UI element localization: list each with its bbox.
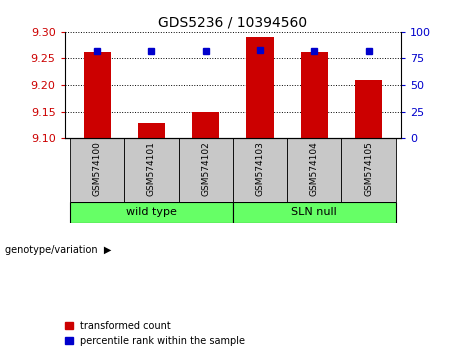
Bar xyxy=(246,37,273,138)
Bar xyxy=(138,123,165,138)
Legend: transformed count, percentile rank within the sample: transformed count, percentile rank withi… xyxy=(65,321,245,346)
Bar xyxy=(233,138,287,202)
Bar xyxy=(341,138,396,202)
Bar xyxy=(355,80,382,138)
Bar xyxy=(70,138,124,202)
Text: GSM574105: GSM574105 xyxy=(364,141,373,196)
Bar xyxy=(83,52,111,138)
Bar xyxy=(70,202,233,223)
Text: GSM574101: GSM574101 xyxy=(147,141,156,196)
Bar xyxy=(192,112,219,138)
Text: GSM574100: GSM574100 xyxy=(93,141,101,196)
Bar xyxy=(178,138,233,202)
Text: genotype/variation  ▶: genotype/variation ▶ xyxy=(5,245,111,255)
Bar xyxy=(301,52,328,138)
Title: GDS5236 / 10394560: GDS5236 / 10394560 xyxy=(158,15,307,29)
Text: GSM574103: GSM574103 xyxy=(255,141,265,196)
Text: wild type: wild type xyxy=(126,207,177,217)
Text: SLN null: SLN null xyxy=(291,207,337,217)
Bar xyxy=(287,138,341,202)
Bar xyxy=(233,202,396,223)
Text: GSM574104: GSM574104 xyxy=(310,141,319,196)
Text: GSM574102: GSM574102 xyxy=(201,141,210,196)
Bar xyxy=(124,138,178,202)
